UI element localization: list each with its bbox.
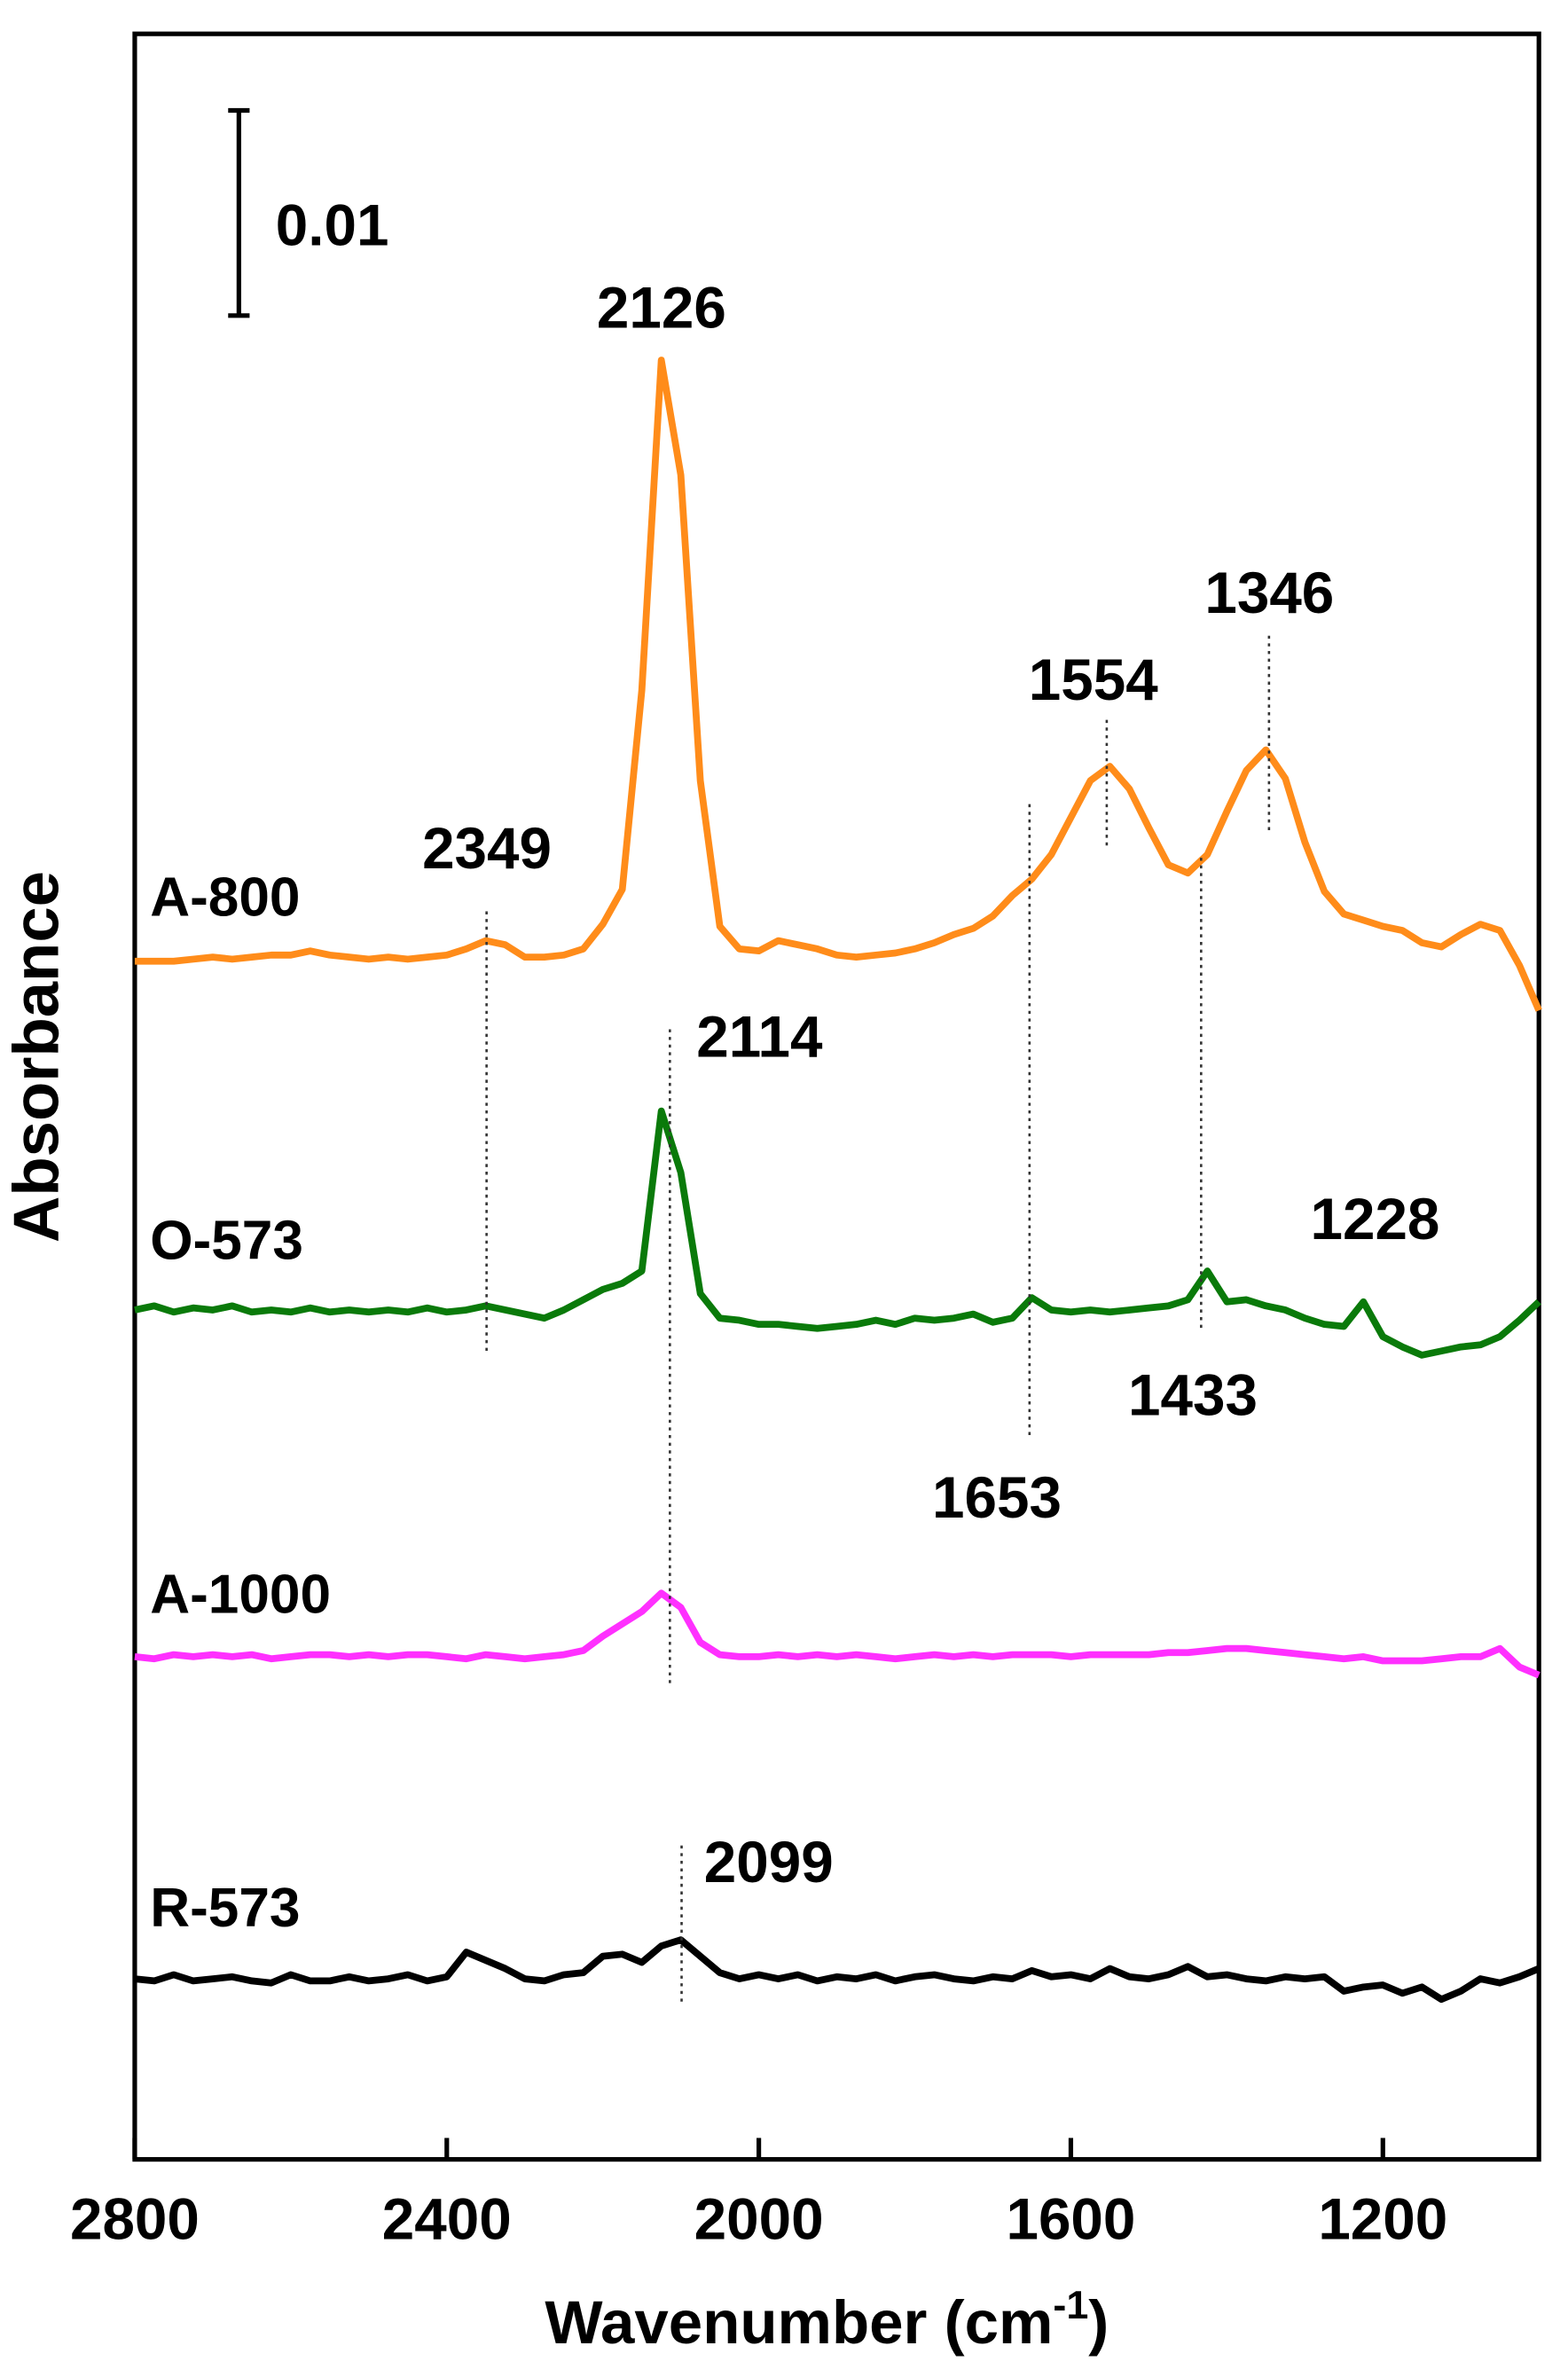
peak-label: 1653 [932, 1465, 1062, 1530]
peak-label: 1228 [1310, 1187, 1439, 1251]
series-line [134, 1936, 1541, 2004]
series-line [134, 1589, 1541, 1679]
x-axis-title-main: Wavenumber (cm [545, 2287, 1053, 2357]
peak-label: 2114 [696, 1005, 823, 1070]
peak-label: 2099 [704, 1830, 834, 1895]
series-label: A-1000 [150, 1564, 331, 1625]
series-label: O-573 [150, 1210, 303, 1271]
series-label: A-800 [150, 867, 300, 929]
series-line [134, 1107, 1541, 1359]
series-label: R-573 [150, 1878, 300, 1939]
scale-bar-label: 0.01 [276, 192, 389, 257]
plot-frame [132, 31, 1541, 2162]
series-line [134, 357, 1542, 1012]
x-axis-title-sup: -1 [1053, 2282, 1088, 2327]
x-axis-title: Wavenumber (cm-1) [545, 2282, 1109, 2357]
peak-label: 1346 [1204, 561, 1334, 625]
x-tick-label: 2800 [70, 2186, 200, 2251]
peak-label: 2126 [597, 276, 726, 341]
peak-label: 2349 [422, 816, 552, 881]
y-axis-title: Absorbance [1, 871, 73, 1243]
x-axis-title-end: ) [1088, 2287, 1109, 2357]
peak-label: 1433 [1128, 1363, 1258, 1428]
x-tick-label: 1200 [1318, 2186, 1447, 2251]
x-tick-label: 1600 [1006, 2186, 1135, 2251]
peak-label: 1554 [1029, 647, 1158, 712]
x-tick-label: 2400 [382, 2186, 512, 2251]
x-tick-label: 2000 [694, 2186, 824, 2251]
